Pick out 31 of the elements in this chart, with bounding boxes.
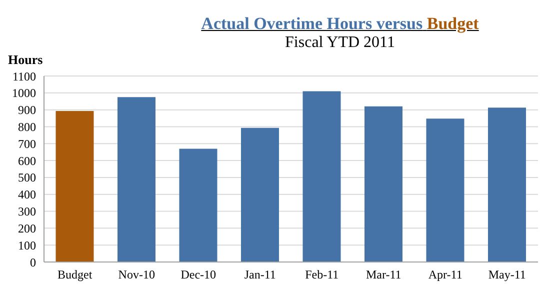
x-tick-label: Nov-10 [118,268,155,282]
y-tick-label: 0 [30,255,36,270]
x-tick-label: Apr-11 [428,268,462,282]
y-tick-label: 200 [18,221,36,236]
x-tick-label: Budget [58,268,93,282]
bar [426,118,464,262]
x-tick-label: Jan-11 [244,268,276,282]
chart-subtitle: Fiscal YTD 2011 [284,34,396,52]
y-tick-label: 700 [18,136,36,151]
y-tick-label: 1000 [12,86,36,100]
bar [240,128,279,262]
bar [364,106,402,262]
chart-title: Actual Overtime Hours versus Budget [201,14,479,33]
bar [179,148,218,262]
y-tick-label: 800 [18,120,36,134]
bar [302,91,341,262]
y-tick-label: 1100 [12,69,36,84]
x-tick-label: Dec-10 [180,268,216,282]
y-tick-label: 900 [18,103,36,118]
bar [488,108,526,262]
y-tick-label: 600 [18,154,36,168]
bar [56,111,94,262]
x-tick-label: Feb-11 [305,268,339,282]
x-tick-label: May-11 [488,268,526,282]
y-tick-label: 300 [18,204,36,219]
y-tick-label: 500 [18,170,36,185]
y-tick-label: 100 [18,238,36,252]
bar [117,97,156,262]
y-tick-label: 400 [18,188,36,202]
x-tick-label: Mar-11 [366,268,402,282]
y-axis-title: Hours [8,52,43,68]
